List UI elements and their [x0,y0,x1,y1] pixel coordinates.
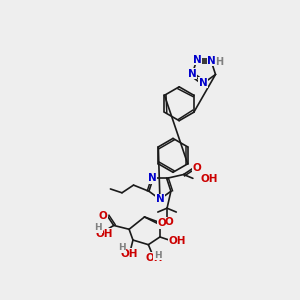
Text: O: O [164,217,173,227]
Text: H: H [154,251,161,260]
Text: H: H [94,223,102,232]
Text: OH: OH [146,253,163,263]
Text: N: N [193,55,202,65]
Text: OH: OH [201,174,218,184]
Text: N: N [155,194,164,204]
Text: OH: OH [169,236,186,246]
Text: O: O [99,211,107,221]
Text: O: O [192,163,201,173]
Text: OH: OH [120,249,138,259]
Text: N: N [188,69,197,79]
Text: N: N [207,56,216,66]
Text: OH: OH [96,229,113,239]
Text: N: N [199,78,207,88]
Text: N: N [148,173,157,183]
Text: O: O [157,218,166,228]
Text: H: H [215,57,223,67]
Text: H: H [118,243,126,252]
